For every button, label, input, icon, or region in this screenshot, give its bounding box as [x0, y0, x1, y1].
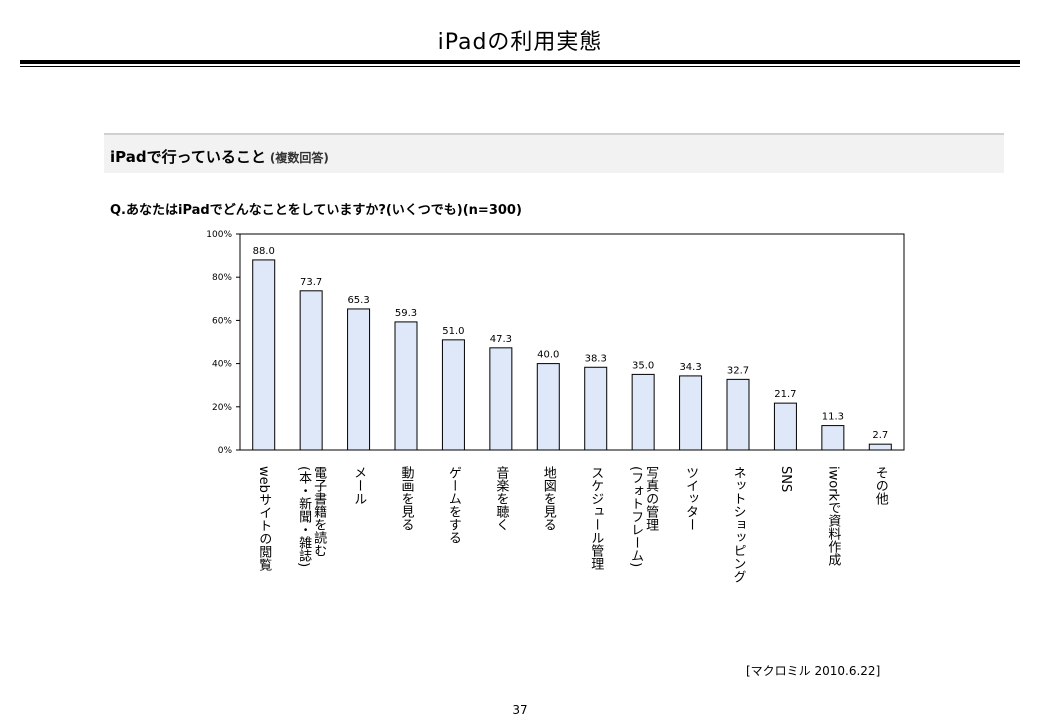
y-tick-label: 80% — [212, 273, 232, 283]
page-number: 37 — [512, 703, 528, 717]
bar-value-label: 35.0 — [632, 360, 654, 371]
x-category-label: ネットショッピング — [730, 466, 746, 583]
bar — [441, 339, 465, 451]
bar-value-label: 38.3 — [585, 353, 607, 364]
section-band: iPadで行っていること (複数回答) — [104, 133, 1004, 173]
x-category-label: webサイトの閲覧 — [256, 466, 272, 571]
bar-value-label: 65.3 — [347, 295, 369, 306]
y-tick-label: 100% — [206, 230, 232, 240]
x-category-label: SNS — [777, 466, 793, 493]
section-heading: iPadで行っていること (複数回答) — [110, 146, 329, 167]
y-tick-label: 60% — [212, 316, 232, 326]
plot-frame — [239, 233, 905, 451]
x-category-label: スケジュール管理 — [588, 466, 604, 570]
bar-value-label: 32.7 — [727, 365, 749, 376]
x-category-label: iworkで資料作成 — [825, 466, 841, 567]
survey-question: Q.あなたはiPadでどんなことをしていますか?(いくつでも)(n=300) — [110, 203, 522, 218]
bar-value-label: 73.7 — [300, 277, 322, 288]
bar — [394, 321, 418, 451]
bar — [299, 290, 323, 451]
bar-value-label: 21.7 — [774, 389, 796, 400]
x-category-label: (フォトフレーム) — [628, 466, 644, 568]
title-rule-thin — [20, 66, 1020, 67]
x-category-label: ゲームをする — [445, 466, 461, 544]
source-note: [マクロミル 2010.6.22] — [746, 664, 881, 678]
bar — [347, 308, 371, 451]
slide-title: iPadの利用実態 — [437, 30, 603, 55]
bar-value-label: 40.0 — [537, 350, 559, 361]
x-category-label: (本・新聞・雑誌) — [296, 466, 312, 568]
bar — [536, 363, 560, 451]
bar — [489, 347, 513, 451]
bar — [584, 366, 608, 451]
bar-value-label: 59.3 — [395, 308, 417, 319]
bar-value-label: 2.7 — [872, 430, 888, 441]
bar-value-label: 34.3 — [679, 362, 701, 373]
x-category-label: 写真の管理 — [643, 466, 659, 531]
bar — [252, 259, 276, 451]
bar-chart: 0% 20% 40% 60% 80% 100% 88.0 73.7 65.3 59.3 51.0 47… — [206, 230, 905, 456]
bar — [868, 443, 892, 451]
bar — [679, 375, 703, 451]
x-category-label: 電子書籍を読む — [311, 466, 327, 557]
bar — [821, 425, 845, 451]
x-category-label: 音楽を聴く — [493, 466, 509, 531]
y-tick-label: 20% — [212, 403, 232, 413]
x-category-label: その他 — [872, 466, 888, 505]
bar — [726, 378, 750, 451]
x-category-label: メール — [351, 466, 367, 505]
title-rule-thick — [20, 60, 1020, 64]
bar-value-label: 47.3 — [490, 334, 512, 345]
x-category-label: 地図を見る — [540, 466, 556, 531]
section-heading-text: iPadで行っていること — [110, 148, 266, 166]
x-category-label: 動画を見る — [398, 466, 414, 531]
bar — [631, 373, 655, 451]
bar-value-label: 11.3 — [822, 412, 844, 423]
bar — [773, 402, 797, 451]
y-tick-label: 40% — [212, 360, 232, 370]
x-category-label: ツイッター — [683, 466, 699, 531]
y-tick-label: 0% — [218, 446, 233, 456]
bar-value-label: 51.0 — [442, 326, 464, 337]
bar-value-label: 88.0 — [253, 246, 275, 257]
section-subheading: (複数回答) — [269, 151, 329, 165]
